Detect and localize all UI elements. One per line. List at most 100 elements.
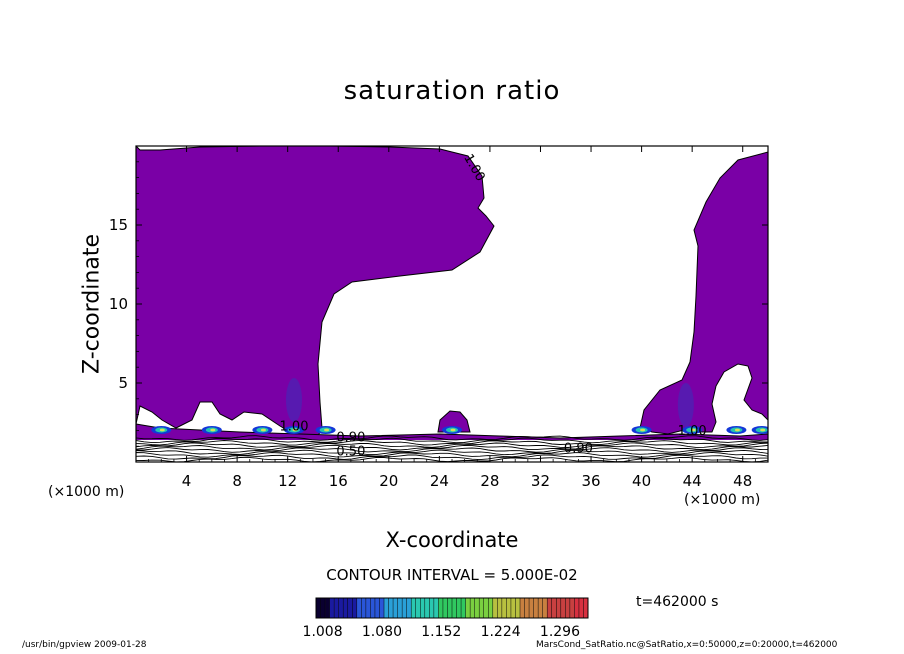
colorbar-segment-34 <box>470 598 475 618</box>
column-wisp-0 <box>286 378 302 422</box>
contour-line-2 <box>136 439 768 446</box>
colorbar-segment-20 <box>406 598 412 618</box>
colorbar-segment-24 <box>424 598 430 618</box>
x-tick-label-11: 48 <box>733 472 752 490</box>
colorbar-ticks: 1.008 1.080 1.152 1.224 1.296 <box>303 624 581 640</box>
x-tick-label-2: 12 <box>278 472 297 490</box>
colorbar-segment-3 <box>329 598 335 618</box>
x-axis-label: X-coordinate <box>385 528 519 552</box>
colorbar-segment-35 <box>474 598 480 618</box>
colorbar-segment-43 <box>510 598 516 618</box>
y-tick-label-0: 5 <box>118 374 128 392</box>
contour-lines <box>136 435 768 462</box>
colorbar-segment-5 <box>338 598 344 618</box>
contour-line-5 <box>136 447 768 453</box>
colorbar-segment-52 <box>551 598 557 618</box>
colorbar-segment-18 <box>397 598 403 618</box>
x-ticks: 4 8 12 16 20 24 28 32 36 40 44 48 <box>148 146 756 490</box>
contour-line-3 <box>136 442 768 448</box>
y-tick-label-2: 15 <box>109 216 128 234</box>
colorbar-segment-54 <box>560 598 566 618</box>
y-ticks: 5 10 15 <box>109 161 768 447</box>
colorbar-segment-39 <box>492 598 498 618</box>
x-tick-label-3: 16 <box>329 472 348 490</box>
colorbar-segment-32 <box>461 598 466 618</box>
colorbar-segment-0 <box>316 598 321 618</box>
colorbar-segment-29 <box>447 598 452 618</box>
cell-5 <box>442 426 462 434</box>
colorbar-segment-7 <box>347 598 353 618</box>
colorbar-segment-59 <box>583 598 588 618</box>
x-tick-label-0: 4 <box>182 472 192 490</box>
colorbar-segment-30 <box>452 598 457 618</box>
cell-6 <box>631 426 652 434</box>
contour-label-3: 0.90 <box>336 430 365 445</box>
colorbar-segment-26 <box>433 598 439 618</box>
cell-7 <box>682 426 703 434</box>
contour-interval-text: CONTOUR INTERVAL = 5.000E-02 <box>326 566 578 584</box>
colorbar-segment-31 <box>456 598 462 618</box>
colorbar-segment-46 <box>524 598 530 618</box>
colorbar-segment-22 <box>415 598 421 618</box>
y-tick-label-1: 10 <box>109 295 128 313</box>
plot-area <box>136 146 768 462</box>
colorbar-segment-53 <box>556 598 561 618</box>
colorbar-segment-14 <box>379 598 384 618</box>
contour-label-1: 1.00 <box>678 424 707 439</box>
saturated-region-left <box>136 146 495 439</box>
contour-line-7 <box>136 451 768 458</box>
colorbar-segment-27 <box>438 598 443 618</box>
colorbar-tick-label-3: 1.224 <box>481 624 521 640</box>
colorbar-segment-23 <box>420 598 425 618</box>
x-unit-left: (×1000 m) <box>48 484 125 500</box>
colorbar-segment-40 <box>497 598 502 618</box>
colorbar-segment-36 <box>479 598 484 618</box>
x-tick-label-5: 24 <box>430 472 449 490</box>
colorbar-segment-10 <box>361 598 366 618</box>
colorbar-segment-56 <box>569 598 575 618</box>
colorbar-segment-50 <box>542 598 548 618</box>
cell-9 <box>751 426 768 434</box>
footer-right: MarsCond_SatRatio.nc@SatRatio,x=0:50000,… <box>536 640 838 650</box>
colorbar-segment-16 <box>388 598 394 618</box>
x-tick-label-9: 40 <box>632 472 651 490</box>
x-tick-label-4: 20 <box>379 472 398 490</box>
colorbar-segment-55 <box>565 598 570 618</box>
colorbar-segment-51 <box>547 598 552 618</box>
saturated-region-right <box>639 151 768 435</box>
contour-label-4: 0.50 <box>336 445 365 460</box>
colorbar-frame <box>315 597 589 619</box>
colorbar-segment-12 <box>370 598 375 618</box>
colorbar-segment-33 <box>465 598 471 618</box>
contour-label-5: 0.90 <box>564 442 593 457</box>
colorbar-segment-15 <box>384 598 389 618</box>
colorbar-segment-45 <box>520 598 525 618</box>
cell-4 <box>315 426 336 434</box>
colorbar-tick-label-0: 1.008 <box>303 624 343 640</box>
saturated-region-mid <box>437 410 471 433</box>
x-tick-label-1: 8 <box>232 472 242 490</box>
colorbar <box>315 597 589 619</box>
colorbar-segment-48 <box>533 598 539 618</box>
cell-1 <box>201 426 222 434</box>
colorbar-segment-8 <box>352 598 357 618</box>
contour-line-4 <box>136 444 768 451</box>
colorbar-segment-57 <box>574 598 579 618</box>
colorbar-segment-38 <box>488 598 493 618</box>
colorbar-segment-21 <box>411 598 416 618</box>
colorbar-segment-6 <box>343 598 348 618</box>
colorbar-segment-1 <box>320 598 326 618</box>
colorbar-segment-44 <box>515 598 520 618</box>
colorbar-segment-19 <box>402 598 407 618</box>
colorbar-segment-25 <box>429 598 434 618</box>
colorbar-segment-37 <box>483 598 489 618</box>
contour-label-2: 1.00 <box>280 419 309 434</box>
colorbar-segment-17 <box>393 598 398 618</box>
colorbar-segment-11 <box>365 598 371 618</box>
colorbar-segment-41 <box>501 598 507 618</box>
colorbar-tick-label-2: 1.152 <box>421 624 461 640</box>
colorbar-segment-4 <box>334 598 339 618</box>
contour-line-6 <box>136 449 768 456</box>
colorbar-segment-13 <box>374 598 380 618</box>
